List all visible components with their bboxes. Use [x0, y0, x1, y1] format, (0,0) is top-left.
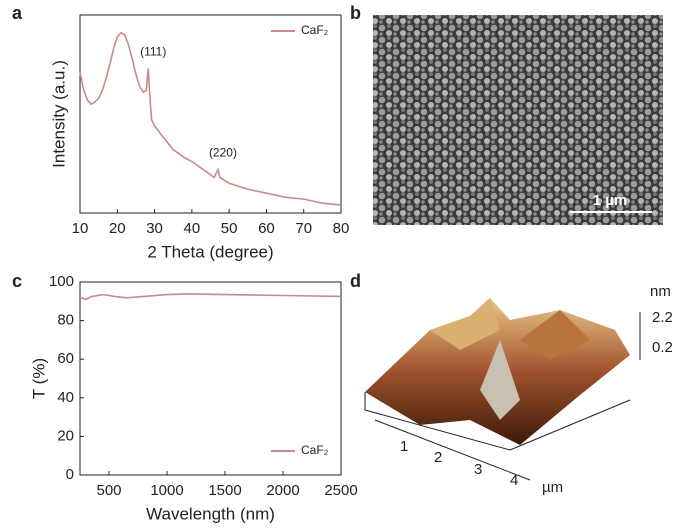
y-tick-label: 100	[49, 273, 74, 290]
legend-label: CaF₂	[301, 443, 329, 457]
x-tick-label: 10	[72, 220, 89, 237]
line-series	[79, 293, 342, 301]
z-unit: nm	[650, 283, 671, 300]
y-tick-label: 0	[66, 466, 74, 483]
x-unit: µm	[542, 479, 563, 496]
y-axis-label: T (%)	[29, 358, 48, 399]
x-tick-label: 80	[333, 220, 350, 237]
y-tick-label: 40	[57, 389, 74, 406]
x-tick-label: 20	[109, 220, 126, 237]
y-tick-label: 20	[57, 427, 74, 444]
x-axis-label: 2 Theta (degree)	[147, 242, 273, 261]
scale-bar-label: 1 µm	[593, 192, 628, 209]
plot-frame	[79, 14, 342, 214]
x-tick-label: 60	[258, 220, 275, 237]
panel-label: a	[12, 3, 23, 23]
x-tick-label: 4	[510, 472, 518, 489]
x-tick-label: 2	[434, 449, 442, 466]
afm-surface	[364, 298, 641, 481]
x-tick-label: 500	[96, 482, 121, 499]
x-tick-label: 40	[184, 220, 201, 237]
x-tick-label: 2500	[324, 482, 357, 499]
x-tick-label: 2000	[266, 482, 299, 499]
x-axis-label: Wavelength (nm)	[146, 504, 275, 523]
y-axis-label: Intensity (a.u.)	[49, 60, 68, 168]
x-tick-label: 3	[474, 461, 482, 478]
x-tick-label: 1000	[150, 482, 183, 499]
x-tick-label: 50	[221, 220, 238, 237]
legend-label: CaF₂	[301, 23, 329, 37]
plot-frame	[79, 281, 342, 476]
z-tick-label: 0.2	[652, 339, 673, 356]
panel-label: c	[12, 271, 22, 291]
x-tick-label: 1	[400, 438, 408, 455]
y-tick-label: 60	[57, 350, 74, 367]
y-tick-label: 80	[57, 312, 74, 329]
annotation: (111)	[140, 45, 166, 59]
z-tick-label: 2.2	[652, 309, 673, 326]
x-tick-label: 70	[295, 220, 312, 237]
panel-label: d	[350, 271, 361, 291]
sem-image	[373, 15, 663, 225]
x-tick-label: 1500	[208, 482, 241, 499]
line-series	[79, 31, 342, 206]
x-tick-label: 30	[146, 220, 163, 237]
annotation: (220)	[209, 146, 237, 160]
panel-label: b	[350, 3, 361, 23]
